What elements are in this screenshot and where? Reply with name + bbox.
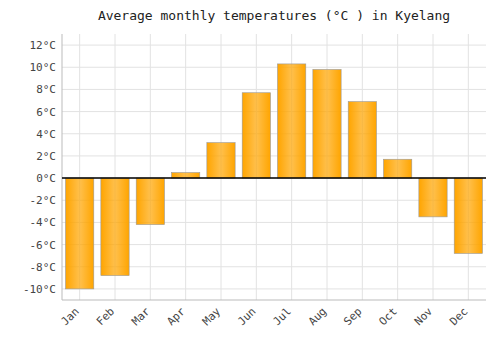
x-tick-label: Oct xyxy=(377,305,400,328)
bar xyxy=(101,178,129,276)
bar xyxy=(207,143,235,178)
y-tick-label: -2°C xyxy=(30,194,57,207)
y-tick-label: -4°C xyxy=(30,216,57,229)
y-tick-label: 6°C xyxy=(36,106,56,119)
bar xyxy=(136,178,164,225)
y-tick-label: 12°C xyxy=(30,39,57,52)
bar xyxy=(419,178,447,217)
y-tick-label: 0°C xyxy=(36,172,56,185)
grid-line xyxy=(62,133,486,134)
bar xyxy=(172,173,200,179)
bar xyxy=(454,178,482,253)
zero-line xyxy=(62,177,486,179)
y-tick-label: -8°C xyxy=(30,261,57,274)
x-tick-label: Jan xyxy=(59,305,82,328)
x-tick-label: Aug xyxy=(306,305,329,328)
y-tick-label: 8°C xyxy=(36,83,56,96)
y-tick-label: 4°C xyxy=(36,128,56,141)
bar xyxy=(348,102,376,178)
x-tick-label: Jul xyxy=(271,305,294,328)
grid-line xyxy=(62,111,486,112)
x-tick-label: Jun xyxy=(235,305,258,328)
bar xyxy=(278,64,306,178)
grid-line xyxy=(62,45,486,46)
bar xyxy=(66,178,94,289)
x-tick-label: Sep xyxy=(341,305,364,328)
bars xyxy=(66,64,483,289)
bar xyxy=(313,69,341,178)
y-tick-label: 2°C xyxy=(36,150,56,163)
grid-line xyxy=(468,34,469,300)
grid-line xyxy=(62,155,486,156)
y-tick-label: -10°C xyxy=(23,283,56,296)
y-tick-label: -6°C xyxy=(30,239,57,252)
x-tick-label: Nov xyxy=(412,305,436,329)
x-tick-label: May xyxy=(200,305,224,329)
y-tick-label: 10°C xyxy=(30,61,57,74)
grid-line xyxy=(150,34,151,300)
grid xyxy=(62,34,486,300)
chart: Average monthly temperatures (°C ) in Ky… xyxy=(0,0,500,350)
x-tick-label: Apr xyxy=(165,305,189,329)
grid-line xyxy=(433,34,434,300)
x-tick-label: Dec xyxy=(447,305,470,328)
grid-line xyxy=(62,89,486,90)
grid-line xyxy=(62,67,486,68)
x-tick-label: Feb xyxy=(94,305,117,328)
y-axis-line xyxy=(62,34,63,300)
bar xyxy=(242,93,270,178)
bar xyxy=(384,159,412,178)
grid-line xyxy=(185,34,186,300)
grid-line xyxy=(62,288,486,289)
x-tick-label: Mar xyxy=(129,305,153,329)
x-axis-line xyxy=(62,300,486,301)
grid-line xyxy=(62,178,486,179)
title: Average monthly temperatures (°C ) in Ky… xyxy=(98,8,450,23)
